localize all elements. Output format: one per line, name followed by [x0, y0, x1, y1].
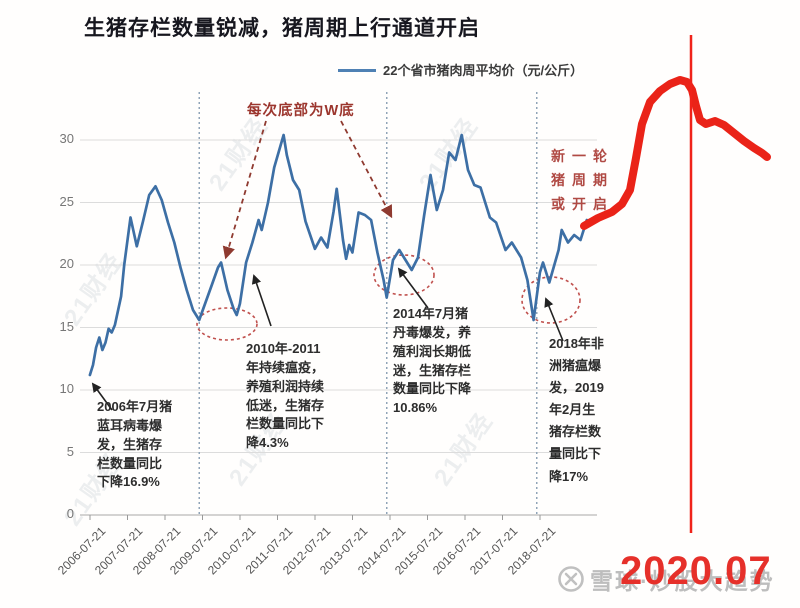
- w-bottom-annotation: 每次底部为W底: [247, 103, 355, 119]
- xueqiu-snowball-icon: [558, 566, 584, 592]
- y-tick-label: 5: [66, 443, 74, 459]
- xueqiu-watermark: 雪球·炒股大趋势: [556, 562, 775, 596]
- y-tick-label: 20: [59, 256, 74, 271]
- y-tick-label: 25: [59, 193, 74, 209]
- annotation-2018-asf: 2018年非 洲猪瘟爆 发，2019 年2月生 猪存栏数 量同比下 降17%: [549, 336, 604, 484]
- price-line-series: [88, 133, 589, 377]
- xueqiu-watermark-text: 雪球·炒股大趋势: [590, 568, 775, 594]
- new-cycle-annotation: 新一轮 猪周期 或开启: [551, 148, 614, 212]
- annotation-2006-blue-ear: 2006年7月猪 蓝耳病毒爆 发，生猪存 栏数量同比 下降16.9%: [97, 399, 173, 490]
- page-title: 生猪存栏数量锐减，猪周期上行通道开启: [84, 17, 480, 40]
- y-tick-label: 30: [59, 131, 74, 146]
- annotation-2014-erysipelas: 2014年7月猪 丹毒爆发，养 殖利润长期低 迷，生猪存栏 数量同比下降 10.…: [393, 306, 472, 416]
- legend-line-swatch: [338, 69, 376, 72]
- legend-label: 22个省市猪肉周平均价（元/公斤）: [383, 63, 584, 78]
- y-tick-label: 10: [59, 381, 74, 396]
- annotation-2010-plague: 2010年-2011 年持续瘟疫， 养殖利润持续 低迷，生猪存 栏数量同比下 降…: [246, 341, 325, 451]
- y-tick-label: 15: [59, 318, 74, 334]
- y-tick-label: 0: [66, 506, 74, 521]
- legend: 22个省市猪肉周平均价（元/公斤）: [338, 60, 583, 79]
- projection-date-label: 2020.07: [620, 549, 772, 593]
